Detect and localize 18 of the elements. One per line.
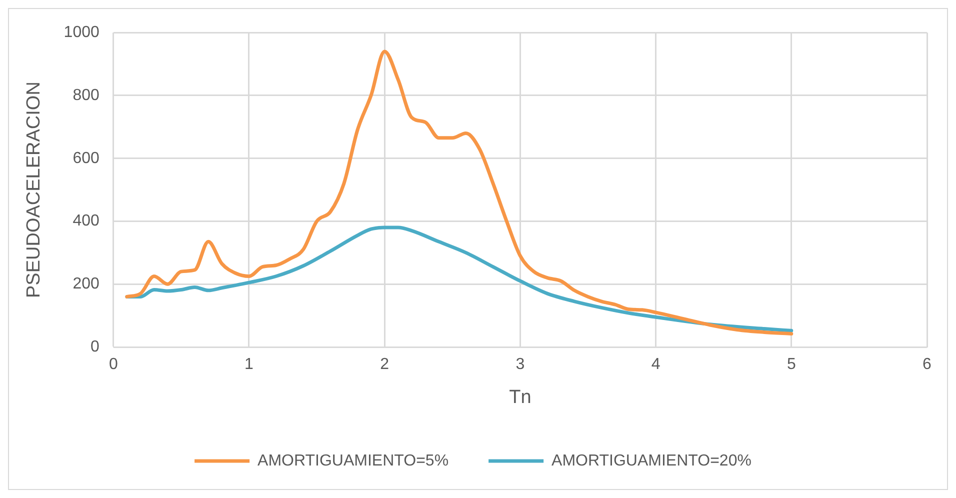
x-tick-label: 3	[516, 356, 525, 374]
y-tick-label: 600	[72, 150, 100, 167]
y-tick-label: 0	[90, 338, 100, 356]
x-tick-label: 6	[922, 356, 932, 374]
x-tick-label: 0	[108, 356, 118, 374]
y-tick-label: 1000	[64, 24, 100, 42]
x-tick-label: 4	[651, 356, 660, 374]
y-axis-title: PSEUDOACELERACION	[24, 82, 45, 298]
x-tick-label: 2	[380, 356, 390, 374]
line-series	[125, 50, 794, 336]
y-tick-label: 200	[72, 276, 100, 293]
x-tick-label: 1	[244, 356, 254, 374]
legend-label: AMORTIGUAMIENTO=5%	[258, 452, 449, 470]
x-tick-label: 5	[786, 356, 796, 374]
x-axis-title: Tn	[509, 386, 532, 408]
y-tick-label: 800	[72, 86, 100, 104]
y-tick-label: 400	[72, 212, 100, 230]
legend-label: AMORTIGUAMIENTO=20%	[552, 452, 752, 470]
